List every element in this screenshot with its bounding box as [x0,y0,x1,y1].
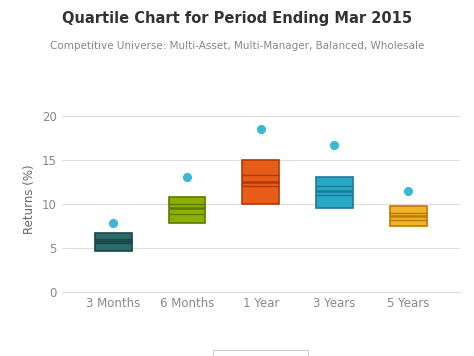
Point [109,220,117,226]
Point [331,142,338,147]
Bar [316,177,353,208]
Legend: Portfolio: Portfolio [213,350,308,356]
Bar [242,160,279,204]
Y-axis label: Returns (%): Returns (%) [23,164,36,234]
Text: Quartile Chart for Period Ending Mar 2015: Quartile Chart for Period Ending Mar 201… [62,11,412,26]
Point [183,174,191,180]
Text: Competitive Universe: Multi-Asset, Multi-Manager, Balanced, Wholesale: Competitive Universe: Multi-Asset, Multi… [50,41,424,51]
Bar [169,197,205,223]
Point [257,126,264,132]
Bar [390,205,427,226]
Point [404,188,412,193]
Bar [95,233,132,251]
